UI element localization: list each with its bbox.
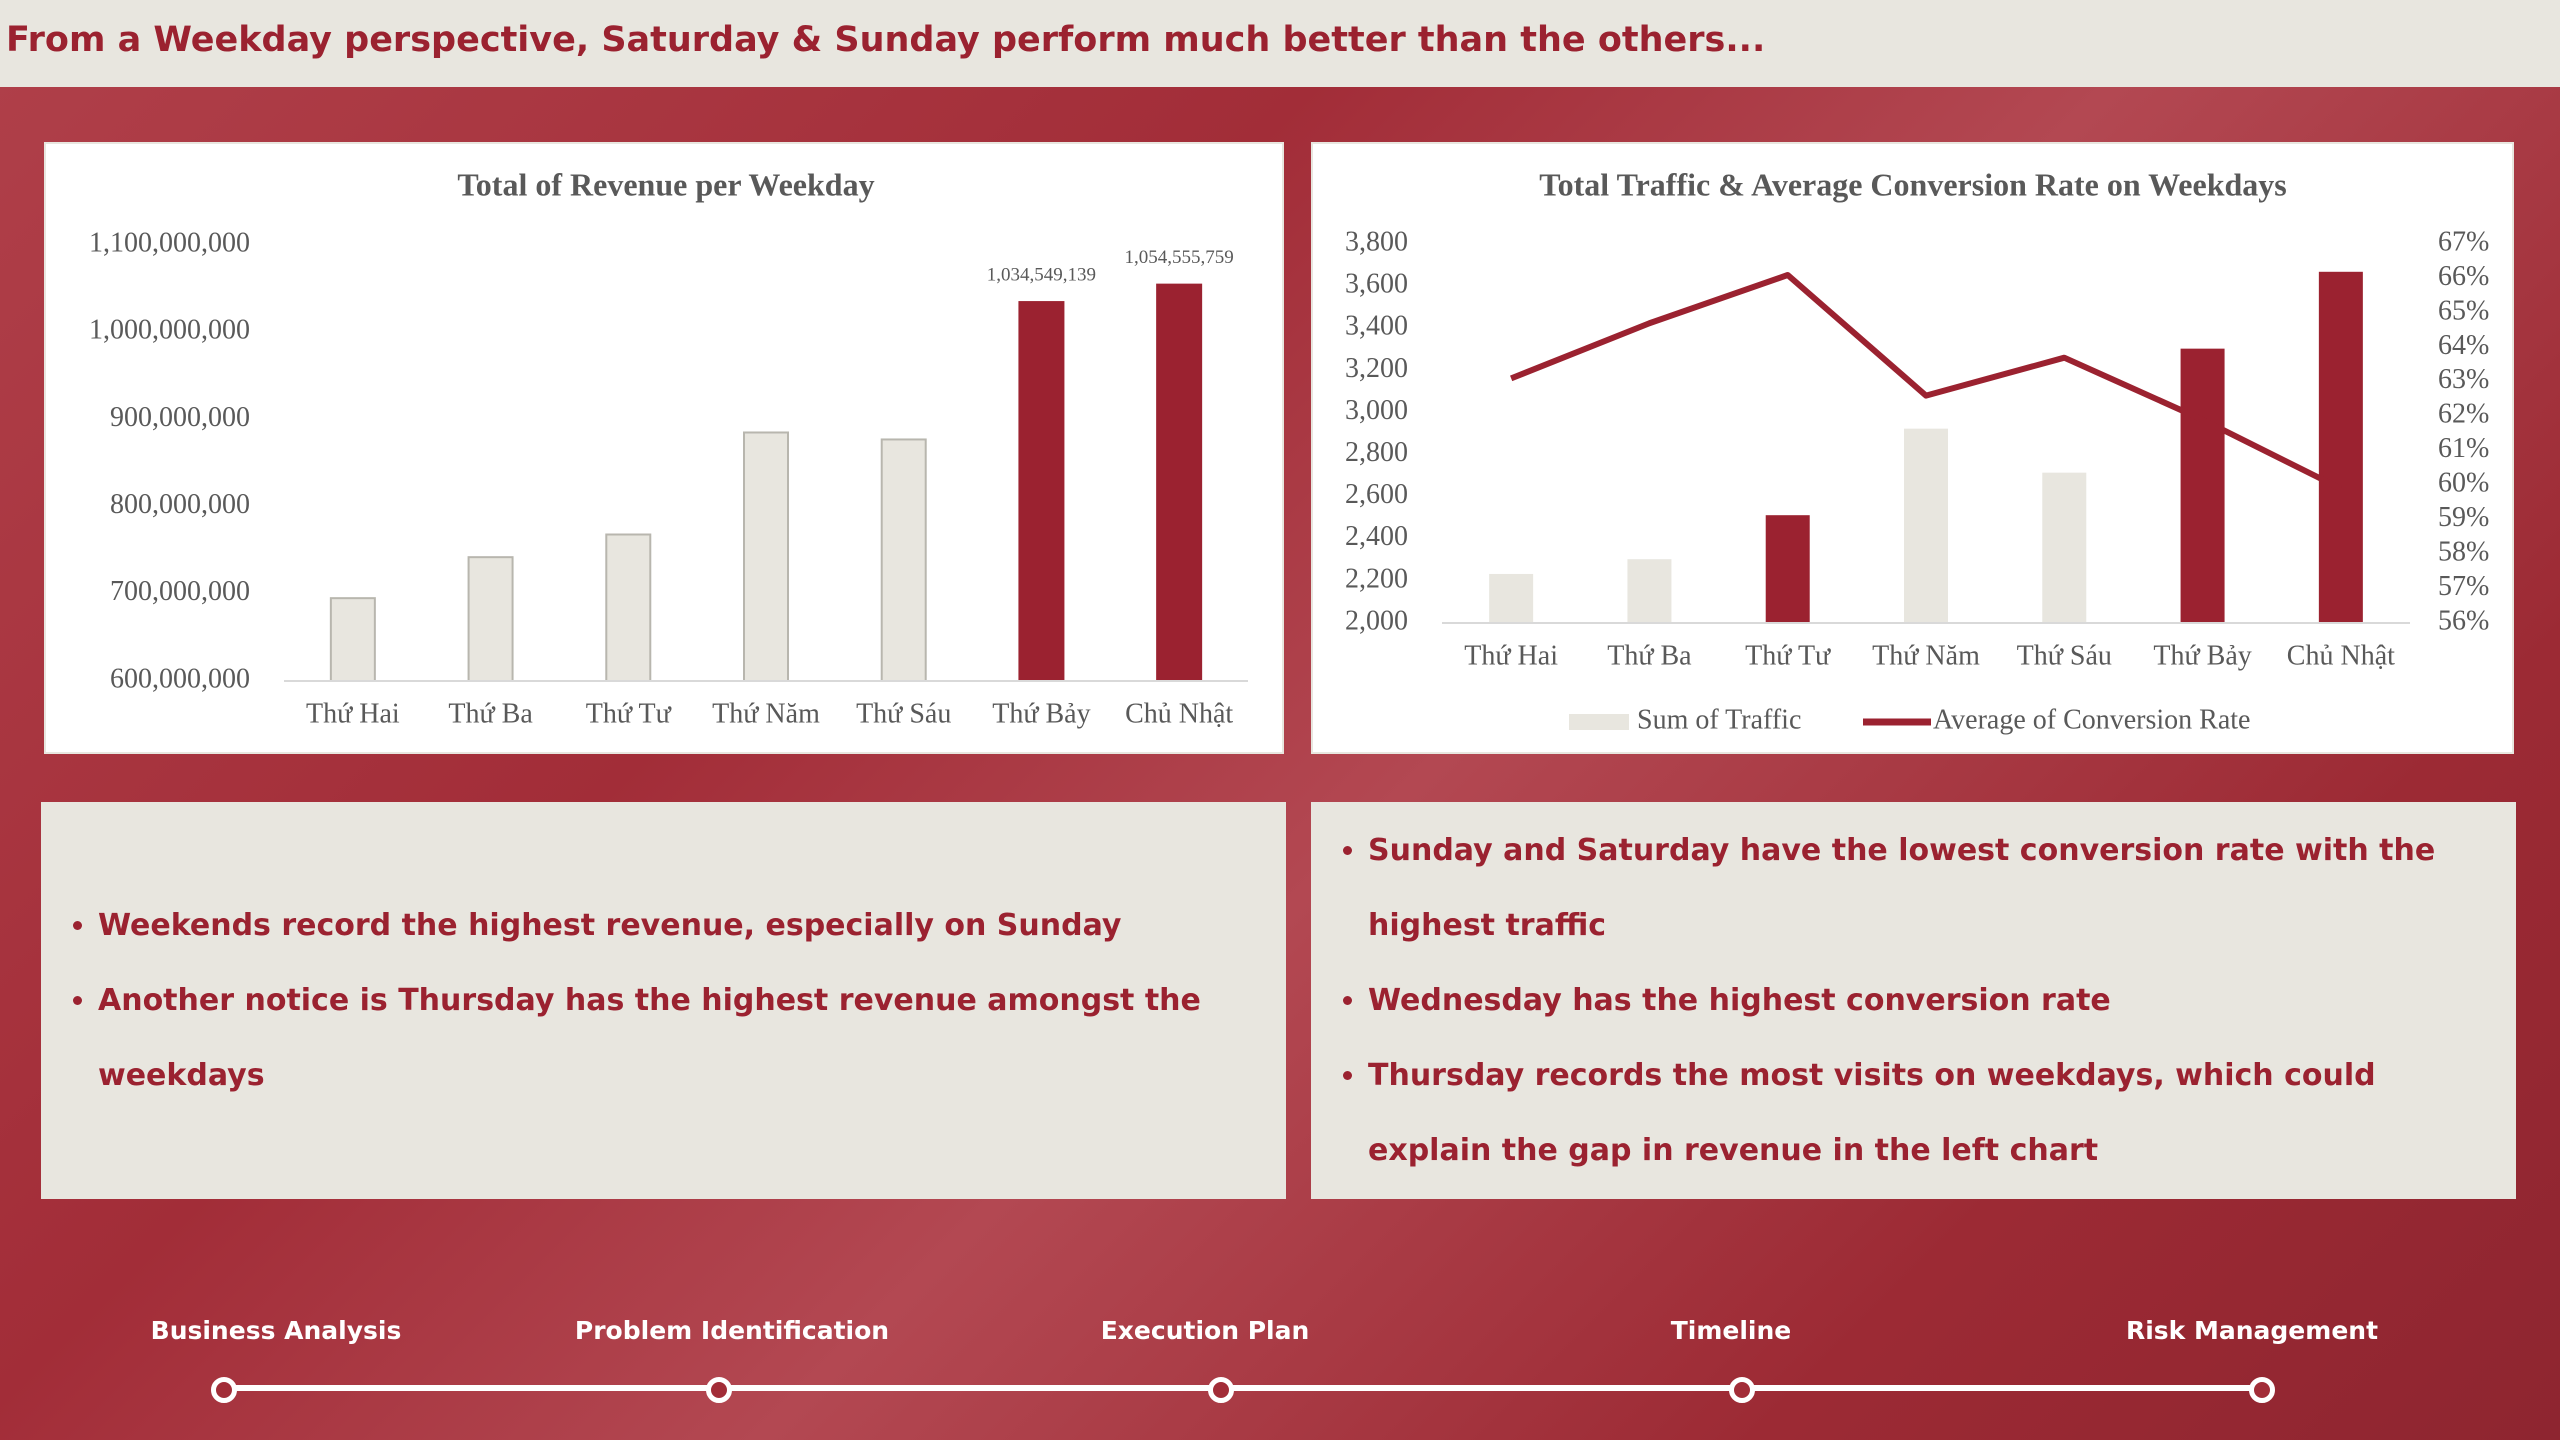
y-tick-label: 3,800	[1345, 226, 1408, 257]
y-tick-label: 900,000,000	[110, 402, 250, 433]
x-tick-label: Thứ Hai	[306, 698, 400, 729]
bar	[1627, 559, 1672, 623]
y2-tick-label: 62%	[2438, 399, 2489, 430]
legend-label: Average of Conversion Rate	[1933, 704, 2251, 735]
header: From a Weekday perspective, Saturday & S…	[0, 0, 2560, 87]
bullet-item: Another notice is Thursday has the highe…	[98, 963, 1278, 1113]
x-tick-label: Thứ Bảy	[992, 698, 1090, 729]
x-tick-label: Thứ Ba	[1607, 640, 1692, 671]
x-tick-label: Chủ Nhật	[2287, 640, 2395, 671]
x-tick-label: Chủ Nhật	[1125, 698, 1233, 729]
y2-tick-label: 56%	[2438, 605, 2489, 636]
y2-tick-label: 63%	[2438, 364, 2489, 395]
x-tick-label: Thứ Sáu	[2017, 640, 2112, 671]
page-title: From a Weekday perspective, Saturday & S…	[6, 20, 1766, 60]
y-tick-label: 2,200	[1345, 563, 1408, 594]
chart: Total of Revenue per Weekday 600,000,000 7…	[89, 166, 1248, 729]
y2-tick-label: 57%	[2438, 571, 2489, 602]
x-tick-label: Thứ Bảy	[2153, 640, 2251, 671]
bar	[1904, 428, 1948, 623]
chart-panel: Total of Revenue per Weekday 600,000,000 7…	[44, 142, 1284, 754]
x-tick-label: Thứ Tư	[586, 698, 672, 729]
bar	[1489, 573, 1534, 623]
y-tick-label: 2,800	[1345, 437, 1408, 468]
bar	[329, 597, 376, 682]
bullet-item: Sunday and Saturday have the lowest conv…	[1368, 813, 2508, 963]
bullet-list: Weekends record the highest revenue, esp…	[41, 888, 1286, 1113]
x-tick-label: Thứ Sáu	[856, 698, 951, 729]
bar	[1765, 515, 1810, 623]
legend-label: Sum of Traffic	[1637, 704, 1801, 735]
y2-tick-label: 59%	[2438, 502, 2489, 533]
bar	[2042, 472, 2087, 623]
x-tick-label: Thứ Ba	[448, 698, 533, 729]
timeline-label[interactable]: Risk Management	[2125, 1316, 2379, 1345]
x-tick-label: Thứ Năm	[712, 698, 820, 729]
y-tick-label: 1,100,000,000	[89, 227, 250, 258]
y2-tick-label: 67%	[2438, 226, 2489, 257]
y-tick-label: 700,000,000	[110, 576, 250, 607]
y-tick-label: 2,000	[1345, 605, 1408, 636]
bar	[467, 556, 514, 682]
bar	[2180, 348, 2225, 623]
y2-tick-label: 61%	[2438, 433, 2489, 464]
y2-tick-label: 66%	[2438, 261, 2489, 292]
bar	[743, 431, 789, 683]
y-tick-label: 2,600	[1345, 479, 1408, 510]
y2-tick-label: 65%	[2438, 295, 2489, 326]
bar	[1156, 283, 1203, 682]
bullet-item: Thursday records the most visits on week…	[1368, 1038, 2508, 1188]
y-tick-label: 600,000,000	[110, 663, 250, 694]
timeline-dot[interactable]	[2249, 1377, 2275, 1403]
timeline-label[interactable]: Problem Identification	[574, 1316, 890, 1345]
data-label: 1,054,555,759	[1125, 247, 1234, 268]
bullet-item: Wednesday has the highest conversion rat…	[1368, 963, 2508, 1038]
timeline-dot[interactable]	[1729, 1377, 1755, 1403]
note-box: Sunday and Saturday have the lowest conv…	[1311, 802, 2516, 1199]
timeline-dot[interactable]	[211, 1377, 237, 1403]
bar	[2318, 271, 2363, 623]
y2-tick-label: 58%	[2438, 537, 2489, 568]
x-tick-label: Thứ Tư	[1745, 640, 1831, 671]
timeline-line	[224, 1385, 2262, 1391]
timeline-label[interactable]: Execution Plan	[1100, 1316, 1310, 1345]
chart-title: Total of Revenue per Weekday	[457, 166, 874, 202]
chart-panel: Total Traffic & Average Conversion Rate …	[1311, 142, 2514, 754]
timeline-label[interactable]: Timeline	[1670, 1316, 1792, 1345]
timeline-label[interactable]: Business Analysis	[150, 1316, 402, 1345]
bullet-list: Sunday and Saturday have the lowest conv…	[1311, 813, 2516, 1188]
y-tick-label: 1,000,000,000	[89, 315, 250, 346]
note-box: Weekends record the highest revenue, esp…	[41, 802, 1286, 1199]
y2-tick-label: 60%	[2438, 468, 2489, 499]
legend-swatch	[1569, 714, 1629, 730]
data-label: 1,034,549,139	[987, 264, 1096, 285]
bullet-item: Weekends record the highest revenue, esp…	[98, 888, 1278, 963]
chart-title: Total Traffic & Average Conversion Rate …	[1539, 166, 2287, 202]
x-tick-label: Thứ Hai	[1464, 640, 1558, 671]
x-tick-label: Thứ Năm	[1872, 640, 1980, 671]
timeline-dot[interactable]	[1208, 1377, 1234, 1403]
y-tick-label: 2,400	[1345, 521, 1408, 552]
bar	[1018, 301, 1065, 682]
chart: Total Traffic & Average Conversion Rate …	[1345, 166, 2489, 735]
y-tick-label: 3,400	[1345, 311, 1408, 342]
y-tick-label: 3,600	[1345, 269, 1408, 300]
line	[1510, 272, 2343, 492]
y2-tick-label: 64%	[2438, 330, 2489, 361]
bar	[605, 533, 652, 682]
bar	[880, 438, 927, 682]
y-tick-label: 3,000	[1345, 395, 1408, 426]
timeline-dot[interactable]	[706, 1377, 732, 1403]
y-tick-label: 3,200	[1345, 353, 1408, 384]
y-tick-label: 800,000,000	[110, 489, 250, 520]
